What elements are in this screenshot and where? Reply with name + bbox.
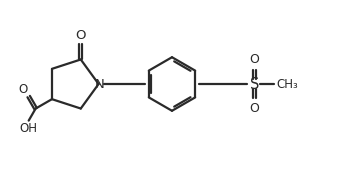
Text: N: N bbox=[95, 78, 104, 90]
Text: O: O bbox=[249, 102, 259, 115]
Text: O: O bbox=[18, 83, 28, 96]
Text: O: O bbox=[75, 29, 86, 42]
Text: CH₃: CH₃ bbox=[276, 78, 298, 90]
Text: S: S bbox=[250, 76, 259, 91]
Text: OH: OH bbox=[19, 122, 37, 135]
Text: O: O bbox=[249, 53, 259, 66]
